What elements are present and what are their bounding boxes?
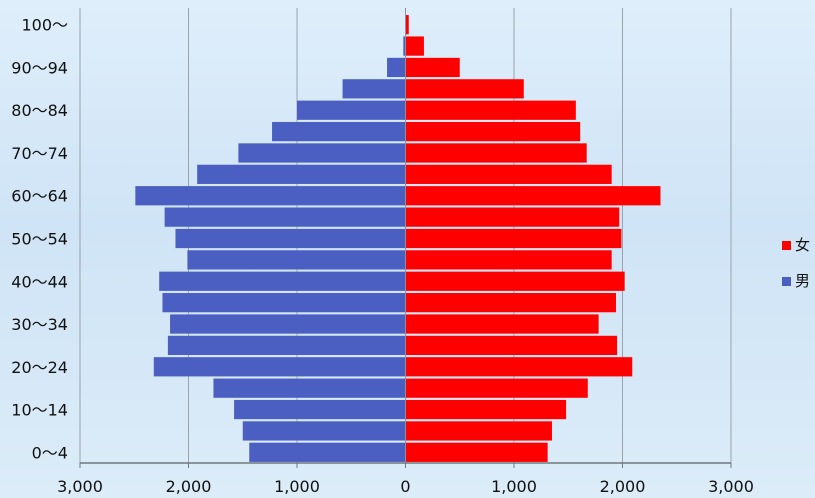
- bar-male-3: [213, 378, 406, 398]
- x-tick-label-5: 2,000: [600, 477, 646, 496]
- bar-female-9: [405, 250, 612, 270]
- y-tick-label-4: 20～24: [11, 358, 68, 377]
- legend-label-0: 女: [795, 236, 810, 254]
- bar-male-15: [272, 121, 406, 142]
- bar-male-19: [403, 36, 406, 56]
- bar-female-18: [405, 57, 460, 78]
- bar-male-10: [175, 228, 406, 249]
- bar-female-8: [405, 271, 625, 291]
- y-tick-label-14: 70～74: [11, 144, 68, 163]
- bar-female-19: [405, 36, 424, 56]
- legend-label-1: 男: [795, 272, 810, 290]
- x-tick-labels: 3,000 2,000 1,000 0 1,000 2,000 3,000: [57, 477, 754, 496]
- legend-swatch-1: [782, 277, 791, 286]
- bar-male-18: [387, 57, 406, 78]
- bar-male-7: [162, 293, 406, 313]
- y-tick-label-10: 50～54: [11, 230, 68, 249]
- x-tick-label-3: 0: [400, 477, 410, 496]
- bar-female-14: [405, 143, 587, 163]
- bar-male-8: [159, 271, 406, 291]
- bar-female-20: [405, 15, 409, 35]
- y-tick-labels: 0～4 10～14 20～24 30～34 40～44 50～54 60～64 70～74 80…: [11, 16, 68, 463]
- y-tick-label-16: 80～84: [11, 101, 68, 120]
- x-tick-label-2: 1,000: [274, 477, 320, 496]
- bar-male-0: [249, 442, 406, 462]
- bar-female-0: [405, 442, 548, 462]
- bar-male-9: [187, 250, 406, 270]
- y-tick-label-18: 90～94: [11, 58, 68, 77]
- bar-female-5: [405, 335, 618, 356]
- bar-female-17: [405, 79, 524, 99]
- bar-female-7: [405, 293, 616, 313]
- bar-male-17: [342, 79, 406, 99]
- bar-female-11: [405, 207, 620, 227]
- x-tick-label-6: 3,000: [708, 477, 754, 496]
- bar-male-13: [197, 164, 406, 184]
- bars: [135, 15, 661, 462]
- bar-male-6: [170, 314, 406, 334]
- bar-male-4: [153, 357, 406, 377]
- y-tick-label-0: 0～4: [32, 443, 68, 462]
- x-tick-label-0: 3,000: [57, 477, 103, 496]
- bar-female-1: [405, 421, 552, 441]
- bar-female-12: [405, 186, 661, 206]
- y-tick-label-2: 10～14: [11, 401, 68, 420]
- bar-male-12: [135, 186, 406, 206]
- x-tick-label-4: 1,000: [491, 477, 537, 496]
- bar-female-13: [405, 164, 612, 184]
- bar-female-15: [405, 121, 581, 142]
- bar-female-2: [405, 399, 567, 420]
- bar-female-4: [405, 357, 633, 377]
- bar-male-1: [242, 421, 406, 441]
- bar-male-16: [297, 100, 406, 120]
- y-tick-label-20: 100～: [21, 16, 68, 35]
- bar-male-5: [167, 335, 406, 356]
- bar-female-6: [405, 314, 599, 334]
- bar-male-14: [238, 143, 406, 163]
- axes: [79, 8, 732, 468]
- legend: 女男: [782, 236, 810, 290]
- y-tick-label-8: 40～44: [11, 272, 68, 291]
- y-tick-label-6: 30～34: [11, 315, 68, 334]
- bar-male-2: [234, 399, 406, 420]
- bar-female-16: [405, 100, 576, 120]
- y-tick-label-12: 60～64: [11, 187, 68, 206]
- bar-female-3: [405, 378, 588, 398]
- x-tick-label-1: 2,000: [166, 477, 212, 496]
- legend-swatch-0: [782, 241, 791, 250]
- bar-male-11: [164, 207, 406, 227]
- bar-female-10: [405, 228, 622, 249]
